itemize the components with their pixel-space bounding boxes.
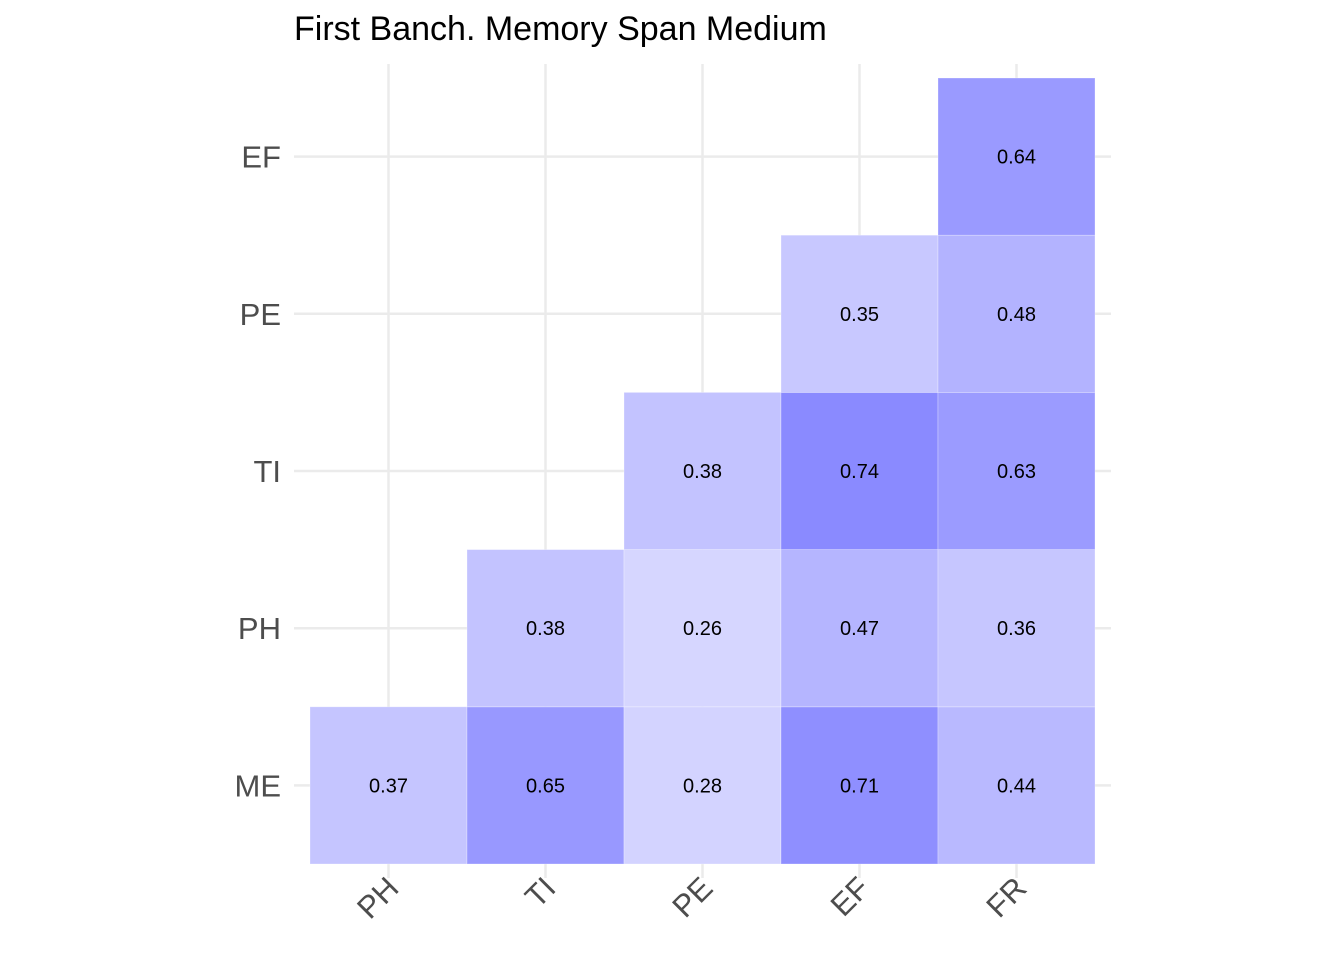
cell-label-pe-ti: 0.38 <box>683 461 722 483</box>
cell-label-ef-ti: 0.74 <box>840 461 879 483</box>
cell-label-pe-me: 0.28 <box>683 775 722 797</box>
cell-label-ef-pe: 0.35 <box>840 304 879 326</box>
x-tick-label-ef: EF <box>824 870 877 923</box>
heatmap-cells <box>309 77 1096 865</box>
x-tick-label-fr: FR <box>979 870 1033 924</box>
heatmap-cell-ti-ph <box>466 549 625 708</box>
chart-title: First Banch. Memory Span Medium <box>294 10 827 48</box>
y-axis-ticks: ME PH TI PE EF <box>235 140 282 804</box>
y-tick-label-me: ME <box>235 768 282 803</box>
heatmap-cell-ef-me <box>780 706 939 865</box>
cell-label-fr-ti: 0.63 <box>997 461 1036 483</box>
heatmap-cell-ef-pe <box>780 234 939 393</box>
heatmap-cell-fr-me <box>937 706 1096 865</box>
heatmap-cell-ef-ph <box>780 549 939 708</box>
cell-label-ti-me: 0.65 <box>526 775 565 797</box>
heatmap-cell-pe-me <box>623 706 782 865</box>
x-axis-ticks: PH TI PE EF FR <box>350 870 1033 925</box>
cell-label-ef-me: 0.71 <box>840 775 879 797</box>
cell-label-fr-ef: 0.64 <box>997 147 1036 169</box>
heatmap-cell-pe-ph <box>623 549 782 708</box>
cell-label-ef-ph: 0.47 <box>840 618 879 640</box>
cell-label-pe-ph: 0.26 <box>683 618 722 640</box>
y-tick-label-pe: PE <box>240 297 281 332</box>
heatmap-cell-fr-ef <box>937 77 1096 236</box>
heatmap-cell-pe-ti <box>623 391 782 550</box>
cell-label-fr-pe: 0.48 <box>997 304 1036 326</box>
heatmap-cell-ph-me <box>309 706 468 865</box>
x-tick-label-ph: PH <box>350 870 405 925</box>
heatmap-cell-ef-ti <box>780 391 939 550</box>
x-tick-label-pe: PE <box>665 870 719 924</box>
cell-label-fr-me: 0.44 <box>997 775 1036 797</box>
cell-label-ti-ph: 0.38 <box>526 618 565 640</box>
y-tick-label-ti: TI <box>253 454 281 489</box>
cell-label-ph-me: 0.37 <box>369 775 408 797</box>
heatmap-cell-fr-ph <box>937 549 1096 708</box>
cell-value-labels: 0.37 0.65 0.28 0.71 0.44 0.38 0.26 0.47 0.36 0.38… <box>369 147 1036 798</box>
y-tick-label-ef: EF <box>241 140 281 175</box>
y-tick-label-ph: PH <box>238 611 281 646</box>
heatmap-cell-fr-ti <box>937 391 1096 550</box>
heatmap-cell-ti-me <box>466 706 625 865</box>
cell-label-fr-ph: 0.36 <box>997 618 1036 640</box>
x-tick-label-ti: TI <box>518 870 562 914</box>
